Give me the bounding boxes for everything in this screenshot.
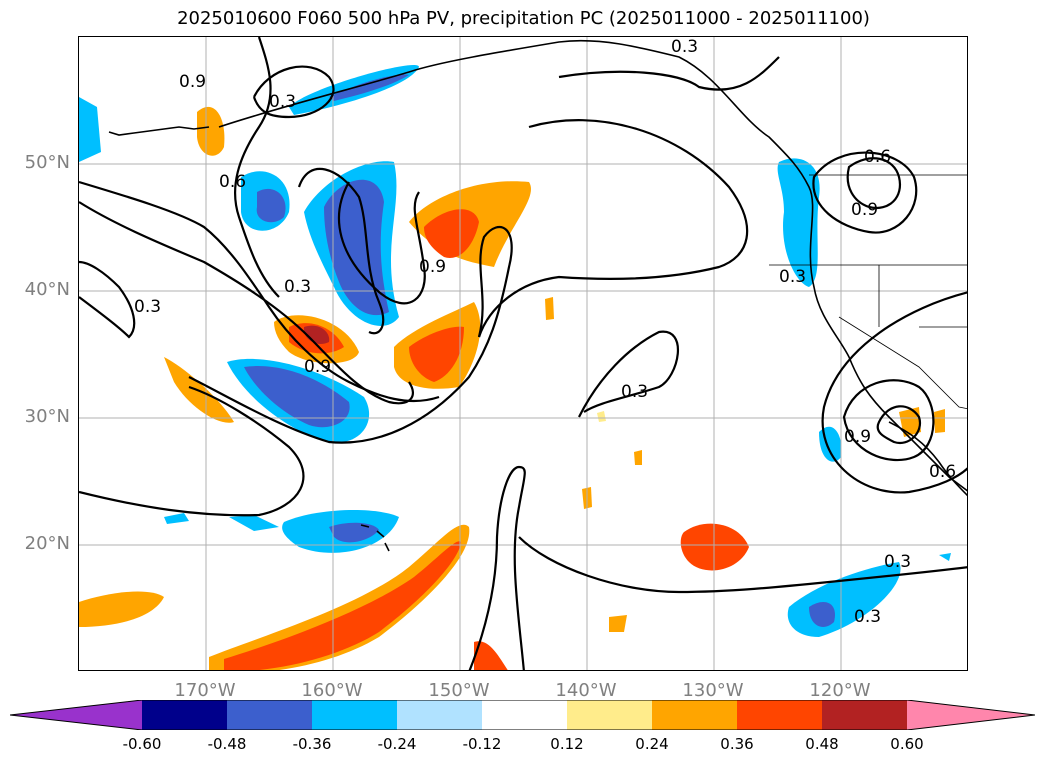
contour-label: 0.3 — [284, 277, 311, 297]
colorbar-tick: -0.48 — [207, 735, 247, 753]
colorbar-tick: 0.36 — [720, 735, 754, 753]
contour-label: 0.3 — [884, 552, 911, 572]
contour-label: 0.9 — [304, 357, 331, 377]
colorbar-segment — [10, 700, 142, 730]
colorbar-segment — [482, 700, 567, 730]
colorbar-segment — [312, 700, 397, 730]
lat-label-30n: 30°N — [24, 406, 70, 427]
lon-label-160w: 160°W — [301, 680, 363, 701]
colorbar-tick: -0.12 — [462, 735, 502, 753]
contour-label: 0.3 — [134, 297, 161, 317]
contour-label: 0.9 — [419, 257, 446, 277]
colorbar-segment — [567, 700, 652, 730]
lon-label-140w: 140°W — [555, 680, 617, 701]
contour-label: 0.3 — [269, 92, 296, 112]
coastlines — [108, 39, 967, 552]
colorbar-segment — [397, 700, 482, 730]
colorbar-tick: 0.60 — [890, 735, 924, 753]
contour-label: 0.9 — [179, 72, 206, 92]
positive-precip-shading — [79, 106, 945, 670]
map-title: 2025010600 F060 500 hPa PV, precipitatio… — [177, 8, 870, 29]
political-borders — [769, 174, 967, 410]
colorbar — [10, 700, 1035, 730]
lon-label-130w: 130°W — [682, 680, 744, 701]
colorbar-segment — [142, 700, 227, 730]
contour-label: 0.3 — [779, 267, 806, 287]
colorbar-tick: -0.36 — [292, 735, 332, 753]
lat-label-40n: 40°N — [24, 279, 70, 300]
contour-label: 0.3 — [671, 37, 698, 57]
contour-labels: 0.9 0.3 0.6 0.3 0.9 0.9 0.3 0.3 0.3 0.6 … — [134, 37, 956, 627]
colorbar-segment — [652, 700, 737, 730]
colorbar-segment — [822, 700, 907, 730]
graticule — [79, 37, 967, 670]
contour-label: 0.9 — [844, 427, 871, 447]
colorbar-tick: 0.12 — [550, 735, 584, 753]
lon-label-170w: 170°W — [174, 680, 236, 701]
lat-label-20n: 20°N — [24, 533, 70, 554]
map-panel: 0.9 0.3 0.6 0.3 0.9 0.9 0.3 0.3 0.3 0.6 … — [78, 36, 968, 671]
contour-label: 0.6 — [929, 462, 956, 482]
colorbar-segment — [737, 700, 822, 730]
contour-label: 0.6 — [864, 147, 891, 167]
pv-contours — [79, 37, 967, 670]
contour-label: 0.6 — [219, 172, 246, 192]
colorbar-tick: -0.60 — [122, 735, 162, 753]
colorbar-tick: 0.24 — [635, 735, 669, 753]
colorbar-tick: -0.24 — [377, 735, 417, 753]
colorbar-segment — [227, 700, 312, 730]
map-canvas: 0.9 0.3 0.6 0.3 0.9 0.9 0.3 0.3 0.3 0.6 … — [79, 37, 967, 670]
colorbar-segment — [907, 700, 1035, 730]
lon-label-120w: 120°W — [809, 680, 871, 701]
colorbar-tick: 0.48 — [805, 735, 839, 753]
contour-label: 0.3 — [854, 607, 881, 627]
lon-label-150w: 150°W — [428, 680, 490, 701]
contour-label: 0.3 — [621, 382, 648, 402]
negative-precip-shading — [79, 65, 951, 637]
contour-label: 0.9 — [851, 200, 878, 220]
lat-label-50n: 50°N — [24, 152, 70, 173]
